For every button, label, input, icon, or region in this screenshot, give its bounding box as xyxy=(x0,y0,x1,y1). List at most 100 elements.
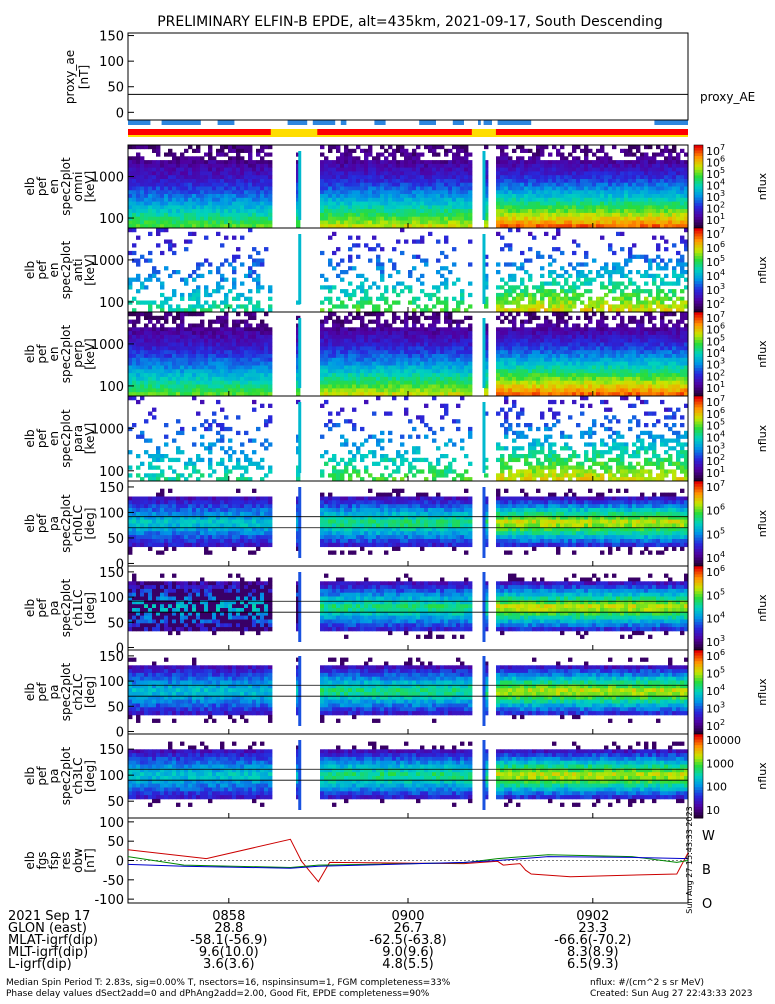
heatmap-cell xyxy=(196,274,200,278)
heatmap-cell xyxy=(560,171,564,175)
heatmap-cell xyxy=(340,209,344,213)
heatmap-cell xyxy=(368,343,372,347)
heatmap-cell xyxy=(200,362,204,366)
heatmap-cell xyxy=(252,373,256,377)
heatmap-cell xyxy=(396,346,400,350)
heatmap-cell xyxy=(416,164,420,168)
heatmap-cell xyxy=(436,331,440,335)
colorbar-label: 103 xyxy=(706,282,725,297)
heatmap-cell xyxy=(320,153,324,157)
heatmap-cell xyxy=(380,335,384,339)
heatmap-cell xyxy=(232,187,236,191)
heatmap-cell xyxy=(136,153,140,157)
heatmap-cell xyxy=(344,316,348,320)
heatmap-cell xyxy=(200,354,204,358)
heatmap-cell xyxy=(228,354,232,358)
heatmap-cell xyxy=(256,385,260,389)
heatmap-cell xyxy=(152,373,156,377)
heatmap-cell xyxy=(144,171,148,175)
heatmap-cell xyxy=(600,145,604,149)
heatmap-cell xyxy=(240,320,244,324)
heatmap-cell xyxy=(260,377,264,381)
heatmap-cell xyxy=(672,217,676,221)
heatmap-cell xyxy=(364,190,368,194)
heatmap-cell xyxy=(372,350,376,354)
heatmap-cell xyxy=(212,183,216,187)
heatmap-cell xyxy=(164,194,168,198)
heatmap-cell xyxy=(244,145,248,149)
heatmap-cell xyxy=(524,289,528,293)
heatmap-cell xyxy=(164,346,168,350)
heatmap-cell xyxy=(356,316,360,320)
heatmap-cell xyxy=(128,171,132,175)
heatmap-cell xyxy=(516,213,520,217)
heatmap-cell xyxy=(664,183,668,187)
heatmap-cell xyxy=(164,228,168,232)
heatmap-cell xyxy=(664,217,668,221)
heatmap-cell xyxy=(388,385,392,389)
heatmap-cell xyxy=(388,217,392,221)
heatmap-cell xyxy=(148,327,152,331)
heatmap-cell xyxy=(620,190,624,194)
heatmap-cell xyxy=(468,327,472,331)
heatmap-cell xyxy=(164,179,168,183)
heatmap-cell xyxy=(680,164,684,168)
heatmap-cell xyxy=(656,297,660,301)
heatmap-cell xyxy=(236,164,240,168)
heatmap-cell xyxy=(212,304,216,308)
heatmap-cell xyxy=(436,312,440,316)
heatmap-cell xyxy=(668,175,672,179)
heatmap-cell xyxy=(524,149,528,153)
heatmap-cell xyxy=(628,259,632,263)
heatmap-cell xyxy=(220,213,224,217)
heatmap-cell xyxy=(140,221,144,225)
heatmap-cell xyxy=(388,190,392,194)
heatmap-cell xyxy=(160,221,164,225)
heatmap-cell xyxy=(392,190,396,194)
heatmap-cell xyxy=(176,217,180,221)
heatmap-cell xyxy=(400,343,404,347)
heatmap-cell xyxy=(144,194,148,198)
heatmap-cell xyxy=(520,217,524,221)
heatmap-cell xyxy=(604,301,608,305)
heatmap-cell xyxy=(208,381,212,385)
heatmap-cell xyxy=(368,179,372,183)
heatmap-cell xyxy=(548,194,552,198)
heatmap-cell xyxy=(572,282,576,286)
heatmap-cell xyxy=(200,327,204,331)
heatmap-cell xyxy=(368,301,372,305)
heatmap-cell xyxy=(636,301,640,305)
heatmap-cell xyxy=(668,297,672,301)
heatmap-cell xyxy=(324,285,328,289)
heatmap-cell xyxy=(328,381,332,385)
heatmap-cell xyxy=(336,213,340,217)
heatmap-cell xyxy=(196,262,200,266)
heatmap-cell xyxy=(340,331,344,335)
heatmap-cell xyxy=(376,339,380,343)
heatmap-cell xyxy=(256,149,260,153)
heatmap-cell xyxy=(344,213,348,217)
heatmap-cell xyxy=(232,346,236,350)
heatmap-cell xyxy=(624,297,628,301)
heatmap-cell xyxy=(252,346,256,350)
heatmap-cell xyxy=(624,301,628,305)
heatmap-cell xyxy=(348,168,352,172)
heatmap-cell xyxy=(180,335,184,339)
heatmap-cell xyxy=(464,388,468,392)
heatmap-cell xyxy=(212,194,216,198)
heatmap-cell xyxy=(184,385,188,389)
heatmap-cell xyxy=(580,187,584,191)
heatmap-cell xyxy=(548,153,552,157)
heatmap-cell xyxy=(172,388,176,392)
heatmap-cell xyxy=(600,209,604,213)
heatmap-cell xyxy=(392,381,396,385)
heatmap-cell xyxy=(556,297,560,301)
heatmap-cell xyxy=(536,153,540,157)
heatmap-cell xyxy=(608,164,612,168)
heatmap-cell xyxy=(588,175,592,179)
heatmap-cell xyxy=(208,156,212,160)
heatmap-cell xyxy=(128,168,132,172)
heatmap-cell xyxy=(152,190,156,194)
heatmap-cell xyxy=(620,160,624,164)
heatmap-cell xyxy=(352,369,356,373)
